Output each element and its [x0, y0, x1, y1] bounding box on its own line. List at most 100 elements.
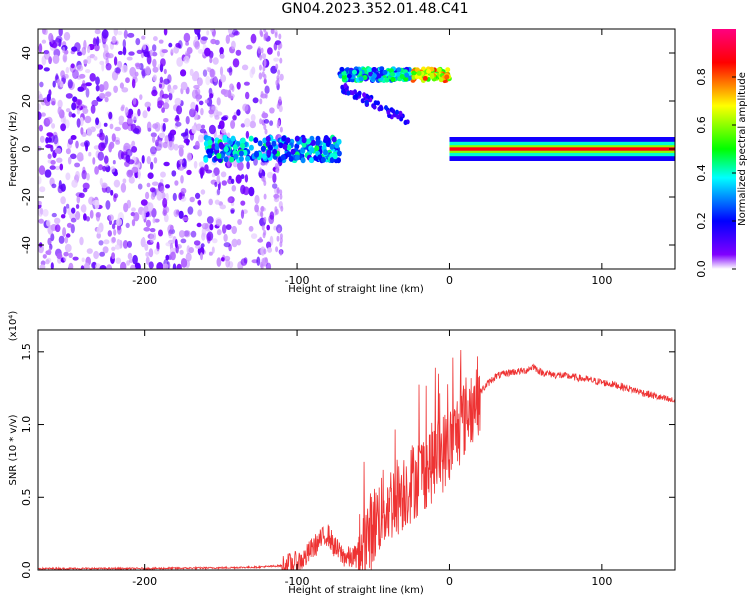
noise-blob: [170, 251, 176, 261]
noise-blob: [68, 252, 73, 258]
noise-blob: [126, 169, 133, 178]
noise-blob: [71, 179, 78, 188]
noise-blob: [182, 216, 189, 221]
noise-blob: [150, 161, 154, 170]
noise-blob: [94, 44, 100, 52]
noise-blob: [40, 260, 46, 266]
noise-blob: [128, 51, 135, 56]
noise-streak: [274, 162, 278, 169]
band-tail-blob: [340, 84, 345, 90]
noise-streak: [279, 189, 283, 196]
noise-blob: [131, 166, 139, 174]
noise-blob: [90, 104, 96, 114]
noise-blob: [79, 156, 84, 161]
noise-blob: [131, 146, 138, 153]
noise-blob: [163, 118, 169, 123]
noise-blob: [273, 225, 277, 231]
noise-blob: [194, 35, 199, 41]
noise-blob: [265, 262, 272, 269]
noise-blob: [62, 227, 67, 237]
noise-blob: [39, 207, 44, 215]
noise-blob: [131, 78, 136, 89]
noise-streak: [264, 257, 268, 264]
noise-blob: [56, 253, 63, 260]
noise-blob: [158, 229, 163, 237]
snr-xtick-label: -200: [132, 575, 157, 588]
noise-blob: [254, 204, 259, 213]
noise-blob: [50, 34, 54, 44]
noise-blob: [169, 224, 174, 231]
noise-blob: [163, 213, 169, 223]
noise-blob: [214, 181, 218, 188]
noise-blob: [41, 39, 47, 44]
noise-blob: [170, 48, 176, 53]
noise-blob: [42, 209, 49, 217]
noise-blob: [156, 191, 163, 201]
noise-blob: [53, 134, 59, 145]
noise-blob: [43, 29, 48, 35]
noise-blob: [232, 58, 240, 68]
noise-streak: [279, 126, 283, 133]
noise-blob: [216, 229, 222, 236]
band-tail-blob: [343, 83, 348, 88]
noise-blob: [137, 169, 141, 180]
noise-blob: [269, 120, 274, 126]
noise-streak: [279, 241, 283, 248]
noise-blob: [210, 29, 214, 32]
noise-blob: [180, 81, 188, 91]
noise-blob: [225, 34, 230, 45]
noise-blob: [140, 237, 146, 248]
noise-blob: [141, 155, 145, 164]
noise-blob: [105, 62, 112, 71]
noise-blob: [173, 209, 179, 218]
noise-streak: [262, 65, 266, 72]
noise-streak: [279, 57, 283, 64]
noise-blob: [89, 209, 94, 219]
noise-blob: [213, 167, 220, 177]
noise-blob: [175, 121, 182, 127]
noise-streak: [259, 98, 263, 105]
noise-blob: [80, 265, 85, 269]
noise-blob: [132, 254, 138, 265]
noise-blob: [55, 35, 63, 43]
band-tail-blob: [362, 92, 367, 98]
noise-blob: [106, 264, 113, 269]
band-thirty-blob: [390, 71, 395, 77]
band-zero-blob: [329, 143, 335, 150]
noise-blob: [125, 77, 130, 84]
noise-streak: [279, 249, 283, 256]
noise-blob: [149, 228, 156, 233]
noise-blob: [99, 251, 105, 257]
noise-blob: [215, 219, 222, 227]
noise-blob: [60, 183, 66, 192]
noise-blob: [124, 106, 129, 117]
band-thirty-blob: [429, 73, 435, 79]
band-zero-blob: [282, 143, 288, 150]
snr-ytick-label: 1.0: [20, 416, 33, 434]
noise-blob: [205, 169, 213, 174]
noise-streak: [263, 248, 267, 255]
noise-blob: [131, 219, 136, 227]
noise-blob: [178, 210, 184, 219]
band-tail-blob: [360, 98, 365, 104]
noise-blob: [235, 49, 242, 56]
noise-blob: [151, 51, 158, 57]
band-zero-blob: [229, 156, 235, 163]
noise-blob: [44, 169, 52, 178]
noise-blob: [225, 258, 231, 268]
noise-blob: [219, 66, 224, 76]
noise-streak: [275, 63, 279, 70]
noise-blob: [179, 249, 184, 255]
noise-blob: [86, 173, 90, 181]
band-thirty-blob: [396, 67, 402, 73]
noise-blob: [209, 93, 214, 99]
band-zero-blob: [268, 144, 273, 151]
noise-blob: [206, 30, 210, 36]
noise-blob: [168, 42, 173, 48]
noise-blob: [161, 49, 168, 54]
noise-streak: [259, 236, 263, 243]
noise-blob: [70, 217, 77, 223]
noise-blob: [213, 76, 218, 83]
spectrogram-xtick-label: -100: [285, 274, 310, 287]
noise-streak: [262, 232, 266, 239]
